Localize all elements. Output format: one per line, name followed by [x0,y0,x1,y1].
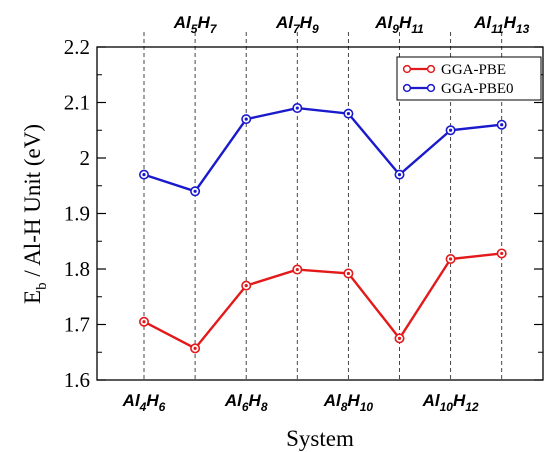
category-label-part: Al [224,391,243,410]
category-label-part: 6 [159,400,166,414]
category-label-part: H [146,391,159,410]
y-tick-label: 2.2 [64,35,90,59]
category-label-part: 11 [491,22,504,36]
category-label: Al6H8 [224,391,268,414]
category-label-part: Al [173,13,192,32]
series-layer [139,103,507,354]
data-point-center [142,320,146,324]
category-label-part: Al [323,391,342,410]
legend-marker [402,64,412,74]
y-axis-label: Eb / Al-H Unit (eV) [20,124,50,304]
category-label-part: H [300,13,313,32]
category-label-part: 13 [516,22,530,36]
category-label-part: H [197,13,210,32]
category-label-part: 11 [411,22,424,36]
data-point-center [346,112,350,116]
data-point-center [193,189,197,193]
y-tick-label: 1.8 [64,257,90,281]
category-label-part: 10 [360,400,374,414]
legend: GGA-PBE GGA-PBE0 [396,56,542,101]
data-point-center [500,251,504,256]
data-point-center [295,106,299,110]
category-label-part: 7 [210,22,218,36]
category-label-part: Al [473,13,492,32]
legend-label: GGA-PBE [441,62,506,78]
category-label-part: 4 [139,400,147,414]
data-point-center [193,346,197,350]
legend-box [396,56,542,101]
category-label-part: H [347,391,360,410]
category-label-part: 12 [465,400,479,414]
y-tick-label: 2.1 [64,91,90,115]
category-label: Al8H10 [323,391,374,414]
legend-marker [402,83,412,93]
category-label-part: 6 [242,400,249,414]
category-label: Al4H6 [122,391,166,414]
y-axis-label-sub: b [34,282,50,290]
data-point-center [449,257,453,261]
y-axis-label-rest: / Al-H Unit (eV) [20,124,45,282]
category-label-part: H [453,391,466,410]
category-label-part: Al [422,391,441,410]
category-label-part: Al [374,13,393,32]
y-tick-label: 2 [80,146,91,170]
x-axis-label: System [286,426,354,451]
category-label-part: 8 [261,400,268,414]
category-label-part: 10 [440,400,454,414]
y-axis-label-main: E [20,290,45,304]
legend-label: GGA-PBE0 [441,81,514,97]
category-label-part: H [249,391,262,410]
category-label-part: Al [275,13,294,32]
labels-layer: 1.6 1.7 1.8 1.9 2 2.1 2.2 Eb / Al-H Unit (eV) Sy… [20,13,530,451]
category-label-part: H [399,13,412,32]
data-point-center [244,284,248,288]
y-tick-label: 1.6 [64,368,90,392]
category-label: Al5H7 [173,13,218,36]
data-point-center [244,117,248,121]
category-label-part: Al [122,391,141,410]
series-line-gga-pbe0 [143,106,502,193]
category-label-part: H [504,13,517,32]
data-point-center [295,267,299,272]
legend-marker [426,64,436,74]
category-label-part: 7 [293,22,301,36]
category-label: Al10H12 [422,391,479,414]
data-point-center [449,128,453,132]
data-point-center [397,336,402,340]
data-point-center [397,173,402,177]
y-tick-label: 1.7 [64,313,90,337]
category-label: Al11H13 [473,13,529,36]
category-label-part: 9 [392,22,399,36]
category-label: Al9H11 [374,13,424,36]
category-label-part: 8 [341,400,348,414]
legend-marker [426,83,436,93]
category-label-part: 9 [312,22,319,36]
data-point-center [142,173,146,177]
axes [96,46,544,381]
category-label: Al7H9 [275,13,319,36]
data-point-center [346,271,350,276]
data-point-center [500,123,504,127]
y-tick-label: 1.9 [64,202,90,226]
series-line-gga-pbe [143,252,502,350]
category-label-part: 5 [191,22,198,36]
